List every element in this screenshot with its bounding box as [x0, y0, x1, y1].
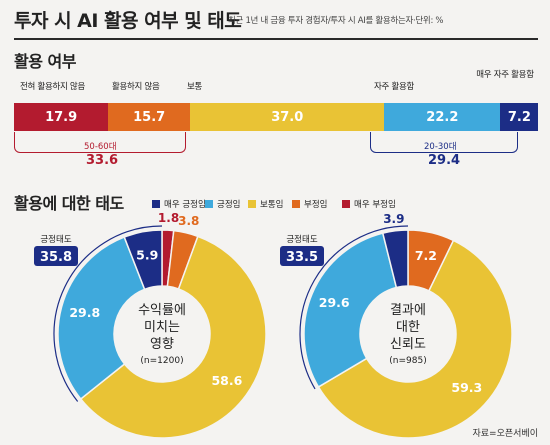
donut-sample-size: (n=1200)	[140, 356, 183, 366]
positive-arc	[53, 225, 163, 402]
donut-label-neutral: 58.6	[211, 373, 242, 388]
donut-label-very-positive: 3.9	[383, 212, 404, 226]
donut-center-label: 신뢰도	[390, 337, 426, 352]
legend-label: 매우 긍정임	[164, 200, 206, 210]
legend-label: 부정임	[304, 200, 328, 210]
donut-label-very-negative: 1.8	[158, 211, 179, 225]
chart-subtitle: 최근 1년 내 금융 투자 경험자/투자 시 AI를 활용하는자·단위: %	[228, 16, 444, 26]
donut-label-neutral: 59.3	[451, 380, 482, 395]
group-bracket-older	[14, 132, 186, 153]
legend-swatch	[152, 200, 160, 208]
donut-center-label: 미치는	[144, 320, 180, 335]
positive-attitude-value: 35.8	[40, 250, 72, 265]
positive-attitude-box	[34, 246, 78, 266]
legend-label: 보통임	[260, 200, 284, 210]
segment-label-never: 전혀 활용하지 않음	[20, 82, 85, 92]
bar-segment-never: 17.9	[14, 103, 109, 131]
source-note: 자료=오픈서베이	[472, 429, 538, 439]
positive-attitude-box	[280, 246, 324, 266]
legend-very-positive: 매우 긍정임	[152, 198, 206, 210]
donut-label-positive: 29.8	[69, 305, 100, 320]
bar-segment-often: 22.2	[383, 103, 501, 131]
bar-segment-very-often: 7.2	[500, 103, 539, 131]
legend-swatch	[342, 200, 350, 208]
donut-slice-very-positive	[381, 229, 409, 289]
donut-center-label: 결과에	[390, 303, 426, 318]
legend-very-negative: 매우 부정임	[342, 198, 396, 210]
legend-negative: 부정임	[292, 198, 327, 210]
positive-attitude-value: 33.5	[286, 250, 318, 265]
segment-label-neutral: 보통	[187, 82, 203, 92]
segment-label-not-use: 활용하지 않음	[112, 82, 160, 92]
donut-sample-size: (n=985)	[389, 356, 426, 366]
legend-neutral: 보통임	[248, 198, 283, 210]
donut-label-very-positive: 5.9	[136, 247, 158, 262]
legend-swatch	[248, 200, 256, 208]
positive-arc	[299, 225, 409, 390]
donut-slice-neutral	[317, 239, 513, 439]
section-usage-title: 활용 여부	[14, 52, 76, 71]
donut-slice-very-positive	[123, 229, 163, 291]
group-value-older: 33.6	[86, 153, 119, 168]
donut-slice-positive	[57, 236, 146, 401]
section-attitude-title: 활용에 대한 태도	[14, 194, 124, 213]
legend-positive: 긍정임	[205, 198, 240, 210]
segment-label-often: 자주 활용함	[374, 82, 415, 92]
chart-title: 투자 시 AI 활용 여부 및 태도	[14, 10, 242, 32]
segment-label-very-often: 매우 자주 활용함	[476, 70, 534, 80]
bar-segment-neutral: 37.0	[190, 103, 385, 131]
legend-swatch	[292, 200, 300, 208]
donut-center-label: 대한	[396, 320, 420, 335]
donut-slice-positive	[303, 232, 398, 388]
donut-label-positive: 29.6	[319, 295, 350, 310]
positive-attitude-label: 긍정태도	[40, 234, 71, 245]
group-label-older: 50-60대	[84, 142, 117, 152]
group-value-younger: 29.4	[428, 153, 461, 168]
group-label-younger: 20-30대	[424, 142, 457, 152]
positive-attitude-label: 긍정태도	[286, 234, 317, 245]
donut-center-label: 수익률에	[138, 303, 186, 318]
donut-label-negative: 3.8	[178, 214, 199, 228]
bar-segment-not-use: 15.7	[107, 103, 191, 131]
group-bracket-younger	[370, 132, 518, 153]
donut-slice-neutral	[79, 235, 267, 439]
legend-label: 긍정임	[217, 200, 241, 210]
legend-swatch	[205, 200, 213, 208]
donut-center-label: 영향	[150, 337, 174, 352]
legend-label: 매우 부정임	[354, 200, 396, 210]
donut-label-negative: 7.2	[415, 248, 437, 263]
title-rule	[14, 38, 538, 40]
